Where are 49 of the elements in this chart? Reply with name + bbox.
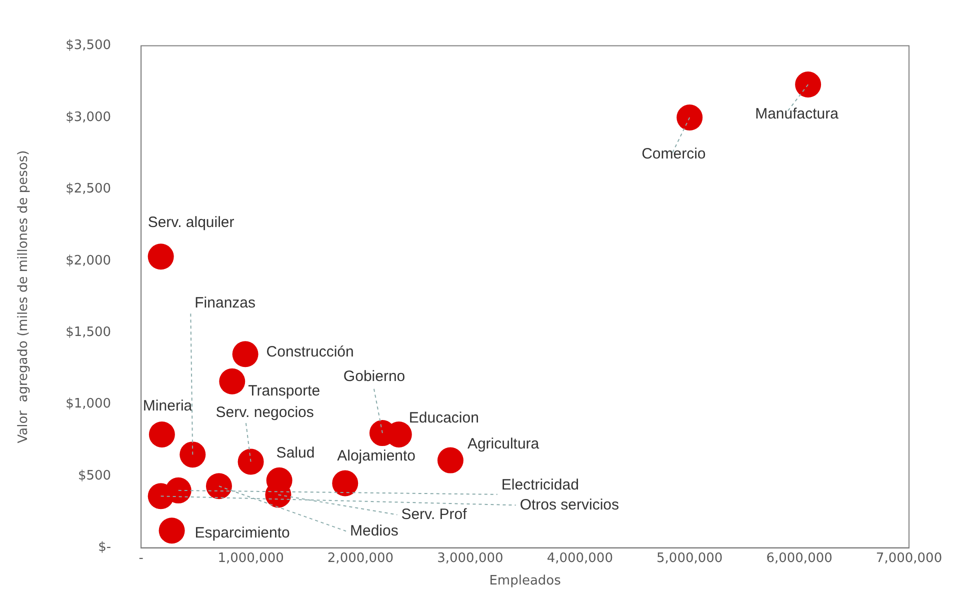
point <box>206 473 232 500</box>
point <box>180 442 206 468</box>
annotation: Manufactura <box>755 106 840 123</box>
point <box>219 368 246 394</box>
point <box>232 341 258 368</box>
x-tick-label: 4,000,000 <box>546 550 613 566</box>
annotation: Otros servicios <box>520 496 620 514</box>
point <box>437 447 464 474</box>
point <box>148 244 174 270</box>
x-tick-label: 7,000,000 <box>876 550 942 566</box>
annotation: Electricidad <box>501 476 579 494</box>
annotation: Esparcimiento <box>194 524 290 542</box>
annotation: Educacion <box>408 410 479 427</box>
annotation: Transporte <box>248 382 320 400</box>
y-tick-label: $500 <box>78 468 112 484</box>
annotation: Salud <box>276 444 315 462</box>
annotation: Serv. alquiler <box>148 214 234 231</box>
annotation: Medios <box>350 522 398 540</box>
annotation: Finanzas <box>194 294 256 312</box>
point <box>158 518 185 544</box>
x-tick-label: 5,000,000 <box>656 550 723 566</box>
x-tick-label: - <box>138 550 144 566</box>
y-tick-label: $3,000 <box>66 110 112 125</box>
point <box>238 448 264 475</box>
x-tick-label: 3,000,000 <box>437 550 504 566</box>
annotation: Comercio <box>642 146 706 163</box>
y-axis-title: Valor agregado (miles de millones de pesos) <box>16 150 32 444</box>
annotation: Mineria <box>142 398 193 415</box>
annotation: Serv. Prof <box>401 506 468 523</box>
point <box>148 421 175 448</box>
point <box>795 72 822 98</box>
x-axis-title: Empleados <box>489 574 562 589</box>
point <box>148 483 174 510</box>
annotation: Gobierno <box>343 368 406 386</box>
annotation: Construcción <box>266 343 354 360</box>
point <box>676 104 703 131</box>
y-tick-label: $1,500 <box>66 325 112 340</box>
y-tick-label: $1,000 <box>66 396 112 412</box>
y-tick-label: $2,000 <box>66 253 112 268</box>
x-tick-label: 1,000,000 <box>218 550 284 566</box>
x-tick-label: 2,000,000 <box>327 550 394 566</box>
annotation: Serv. negocios <box>216 404 314 421</box>
y-tick-label: $3,500 <box>66 38 112 54</box>
x-tick-label: 6,000,000 <box>766 550 832 566</box>
y-tick-label: $- <box>98 540 112 556</box>
y-tick-label: $2,500 <box>66 182 112 197</box>
point <box>332 470 358 496</box>
annotation: Alojamiento <box>337 447 416 464</box>
annotation: Agricultura <box>467 435 540 452</box>
